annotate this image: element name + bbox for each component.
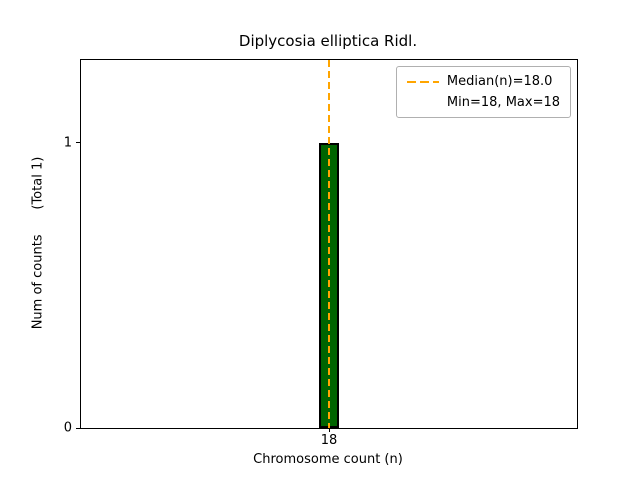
legend-median-label: Median(n)=18.0 — [446, 74, 553, 89]
y-tick-label-0: 0 — [63, 420, 72, 436]
legend: Median(n)=18.0 Min=18, Max=18 — [395, 66, 571, 118]
x-tick-mark — [328, 428, 330, 432]
y-axis-label: Num of counts (Total 1) — [30, 156, 46, 330]
median-line — [328, 60, 330, 428]
y-tick-label-1: 1 — [63, 135, 72, 151]
median-line-legend-swatch — [406, 80, 439, 83]
x-axis-label: Chromosome count (n) — [253, 452, 403, 467]
chart-title: Diplycosia elliptica Ridl. — [238, 32, 418, 50]
plot-area: 0 1 18 Median(n)=18.0 Min=18, Max=18 — [64, 59, 578, 447]
x-tick-label-18: 18 — [320, 433, 338, 448]
y-tick-mark — [76, 142, 80, 144]
y-tick-mark — [76, 427, 80, 429]
legend-minmax-label: Min=18, Max=18 — [446, 95, 560, 110]
